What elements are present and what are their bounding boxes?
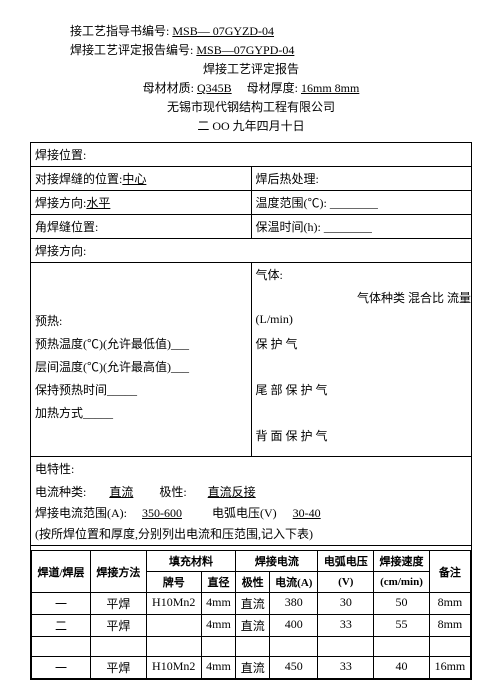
weld-position: 焊接位置: <box>31 143 472 167</box>
th-brand: 牌号 <box>146 572 201 593</box>
table-cell: H10Mn2 <box>146 593 201 615</box>
th-speed: 焊接速度 <box>374 551 430 572</box>
table-cell: 30 <box>318 593 374 615</box>
report-date: 二 OO 九年四月十日 <box>30 117 472 134</box>
table-cell <box>318 637 374 657</box>
th-remark: 备注 <box>429 551 470 593</box>
table-cell <box>146 615 201 637</box>
table-cell <box>429 637 470 657</box>
table-row: 一平焊H10Mn24mm直流38030508mm <box>32 593 471 615</box>
temp-range: 温度范围(℃): ________ <box>251 191 472 215</box>
table-cell: 40 <box>374 657 430 679</box>
empty-left <box>31 424 252 457</box>
hold-preheat: 保持预热时间_____ <box>31 378 252 401</box>
thickness-label: 母材厚度: <box>247 81 298 95</box>
lmin-label: (L/min) <box>251 309 472 332</box>
weld-data-table: 焊道/焊层 焊接方法 填充材料 焊接电流 电弧电压 焊接速度 备注 牌号 直径 … <box>31 550 471 679</box>
material-label: 母材材质: <box>143 81 194 95</box>
post-heat: 焊后热处理: <box>251 167 472 191</box>
table-cell: 8mm <box>429 615 470 637</box>
table-cell <box>374 637 430 657</box>
th-dia: 直径 <box>201 572 236 593</box>
table-row: 一平焊H10Mn24mm直流450334016mm <box>32 657 471 679</box>
th-amp: 电流(A) <box>270 572 318 593</box>
table-cell: 33 <box>318 657 374 679</box>
table-cell: 4mm <box>201 657 236 679</box>
table-row: 二平焊 4mm直流40033558mm <box>32 615 471 637</box>
preheat-label: 预热: <box>31 309 252 332</box>
table-cell: 4mm <box>201 615 236 637</box>
table-cell: 平焊 <box>91 593 147 615</box>
gas-title: 气体: <box>251 263 472 287</box>
table-cell: 直流 <box>236 593 270 615</box>
table-cell: 平焊 <box>91 615 147 637</box>
th-polarity: 极性 <box>236 572 270 593</box>
table-cell: 直流 <box>236 615 270 637</box>
data-table-cell: 焊道/焊层 焊接方法 填充材料 焊接电流 电弧电压 焊接速度 备注 牌号 直径 … <box>31 546 472 680</box>
table-cell <box>236 637 270 657</box>
table-cell: H10Mn2 <box>146 657 201 679</box>
table-cell: 50 <box>374 593 430 615</box>
table-cell: 二 <box>32 615 91 637</box>
guide-value: MSB— 07GYZD-04 <box>172 24 274 38</box>
weld-direction-2: 焊接方向: <box>31 239 472 263</box>
company-name: 无锡市现代钢结构工程有限公司 <box>30 98 472 115</box>
table-cell: 4mm <box>201 593 236 615</box>
report-title: 焊接工艺评定报告 <box>30 60 472 77</box>
empty-row <box>251 355 472 378</box>
material-value: Q345B <box>197 81 232 95</box>
back-gas: 背 面 保 护 气 <box>251 424 472 457</box>
table-cell: 直流 <box>236 657 270 679</box>
table-cell: 16mm <box>429 657 470 679</box>
table-cell: 平焊 <box>91 657 147 679</box>
table-cell <box>91 637 147 657</box>
table-cell: 450 <box>270 657 318 679</box>
th-cmmin: (cm/min) <box>374 572 430 593</box>
table-cell: 8mm <box>429 593 470 615</box>
th-voltage: 电弧电压 <box>318 551 374 572</box>
tail-gas: 尾 部 保 护 气 <box>251 378 472 401</box>
hold-time-h: 保温时间(h): ________ <box>251 215 472 239</box>
th-current: 焊接电流 <box>236 551 318 572</box>
elec-title: 电特性: <box>35 460 467 477</box>
heat-method: 加热方式_____ <box>31 401 252 424</box>
spec-table: 焊接位置: 对接焊缝的位置:中心 焊后热处理: 焊接方向:水平 温度范围(℃):… <box>30 142 472 680</box>
table-cell: 55 <box>374 615 430 637</box>
table-cell <box>270 637 318 657</box>
preheat-temp: 预热温度(℃)(允许最低值)___ <box>31 332 252 355</box>
preheat-cell <box>31 263 252 310</box>
report-num-value: MSB—07GYPD-04 <box>196 43 294 57</box>
th-method: 焊接方法 <box>91 551 147 593</box>
weld-direction: 焊接方向:水平 <box>31 191 252 215</box>
elec-note: (按所焊位置和厚度,分别列出电流和压范围,记入下表) <box>35 525 467 542</box>
gas-subhead: 气体种类 混合比 流量 <box>251 286 472 309</box>
table-cell <box>201 637 236 657</box>
table-cell: 一 <box>32 657 91 679</box>
table-cell <box>146 637 201 657</box>
report-num-label: 焊接工艺评定报告编号: <box>70 43 193 57</box>
th-layer: 焊道/焊层 <box>32 551 91 593</box>
table-cell: 380 <box>270 593 318 615</box>
table-cell: 400 <box>270 615 318 637</box>
joint-position: 对接焊缝的位置:中心 <box>31 167 252 191</box>
table-cell: 33 <box>318 615 374 637</box>
table-cell <box>32 637 91 657</box>
guide-label: 接工艺指导书编号: <box>70 24 169 38</box>
table-row <box>32 637 471 657</box>
header-block: 接工艺指导书编号: MSB— 07GYZD-04 焊接工艺评定报告编号: MSB… <box>30 22 472 134</box>
empty-row-2 <box>251 401 472 424</box>
layer-temp: 层间温度(℃)(允许最高值)___ <box>31 355 252 378</box>
thickness-value: 16mm 8mm <box>301 81 359 95</box>
shield-gas-1: 保 护 气 <box>251 332 472 355</box>
fillet-position: 角焊缝位置: <box>31 215 252 239</box>
th-filler: 填充材料 <box>146 551 236 572</box>
th-v: (V) <box>318 572 374 593</box>
elec-section: 电特性: 电流种类:直流 极性:直流反接 焊接电流范围(A):350-600 电… <box>31 457 472 546</box>
table-cell: 一 <box>32 593 91 615</box>
